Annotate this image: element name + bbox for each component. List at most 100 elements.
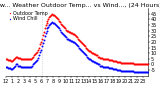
Point — [34, 60, 37, 62]
Point — [59, 29, 62, 30]
Point — [58, 20, 61, 21]
Point — [53, 22, 56, 23]
Point — [146, 64, 149, 65]
Point — [124, 71, 126, 72]
Point — [94, 54, 96, 55]
Point — [92, 60, 94, 62]
Point — [70, 32, 72, 34]
Point — [14, 65, 16, 66]
Point — [49, 15, 52, 17]
Point — [112, 60, 114, 62]
Point — [68, 39, 71, 40]
Point — [74, 42, 76, 44]
Point — [137, 72, 140, 73]
Point — [5, 58, 7, 60]
Point — [73, 33, 76, 35]
Point — [138, 72, 141, 73]
Point — [81, 42, 83, 44]
Point — [60, 23, 63, 25]
Point — [66, 30, 69, 31]
Point — [17, 57, 20, 58]
Point — [102, 58, 104, 60]
Point — [117, 62, 120, 63]
Point — [25, 58, 28, 60]
Point — [54, 15, 57, 17]
Point — [97, 64, 99, 65]
Point — [20, 66, 22, 67]
Point — [131, 63, 134, 64]
Point — [42, 39, 45, 40]
Point — [5, 66, 7, 67]
Point — [14, 57, 16, 58]
Point — [32, 55, 35, 56]
Point — [10, 68, 12, 70]
Point — [79, 48, 81, 49]
Point — [63, 27, 66, 28]
Point — [12, 59, 14, 61]
Point — [33, 62, 36, 63]
Point — [139, 64, 142, 65]
Point — [41, 35, 44, 36]
Point — [100, 65, 102, 66]
Point — [46, 28, 49, 29]
Point — [16, 56, 18, 57]
Point — [39, 49, 42, 51]
Point — [90, 51, 92, 53]
Point — [120, 63, 122, 64]
Point — [88, 50, 90, 52]
Point — [9, 59, 11, 61]
Point — [127, 71, 130, 72]
Point — [126, 71, 129, 72]
Point — [110, 59, 112, 61]
Point — [143, 64, 146, 65]
Point — [7, 59, 9, 61]
Point — [116, 69, 118, 71]
Point — [57, 27, 60, 28]
Point — [8, 67, 10, 69]
Point — [38, 44, 41, 45]
Point — [138, 64, 141, 65]
Point — [11, 68, 13, 70]
Point — [94, 62, 96, 63]
Point — [121, 71, 124, 72]
Point — [56, 25, 59, 27]
Point — [20, 58, 22, 60]
Point — [116, 69, 119, 71]
Point — [71, 32, 74, 34]
Point — [109, 59, 111, 61]
Point — [131, 71, 134, 72]
Point — [137, 64, 140, 65]
Point — [8, 59, 10, 61]
Point — [37, 47, 40, 48]
Point — [6, 58, 8, 60]
Point — [133, 72, 136, 73]
Point — [142, 64, 145, 65]
Point — [11, 60, 13, 62]
Point — [139, 72, 142, 73]
Point — [129, 63, 132, 64]
Point — [87, 49, 89, 51]
Point — [86, 48, 88, 49]
Point — [107, 66, 109, 67]
Point — [105, 58, 107, 60]
Point — [51, 13, 54, 15]
Point — [99, 65, 101, 66]
Point — [43, 28, 46, 29]
Point — [69, 39, 72, 40]
Point — [103, 58, 105, 60]
Point — [22, 58, 25, 60]
Point — [16, 65, 19, 66]
Point — [107, 58, 109, 60]
Point — [84, 46, 86, 47]
Point — [64, 28, 67, 29]
Point — [141, 64, 144, 65]
Point — [83, 45, 85, 46]
Point — [90, 59, 92, 61]
Point — [91, 60, 93, 62]
Title: Milw... Weather Outdoor Temp... vs Wind..., (24 Hours): Milw... Weather Outdoor Temp... vs Wind.… — [0, 3, 160, 8]
Point — [95, 63, 97, 64]
Point — [52, 22, 55, 23]
Point — [128, 71, 131, 72]
Legend: Outdoor Temp, Wind Chill: Outdoor Temp, Wind Chill — [8, 11, 48, 22]
Point — [60, 31, 63, 33]
